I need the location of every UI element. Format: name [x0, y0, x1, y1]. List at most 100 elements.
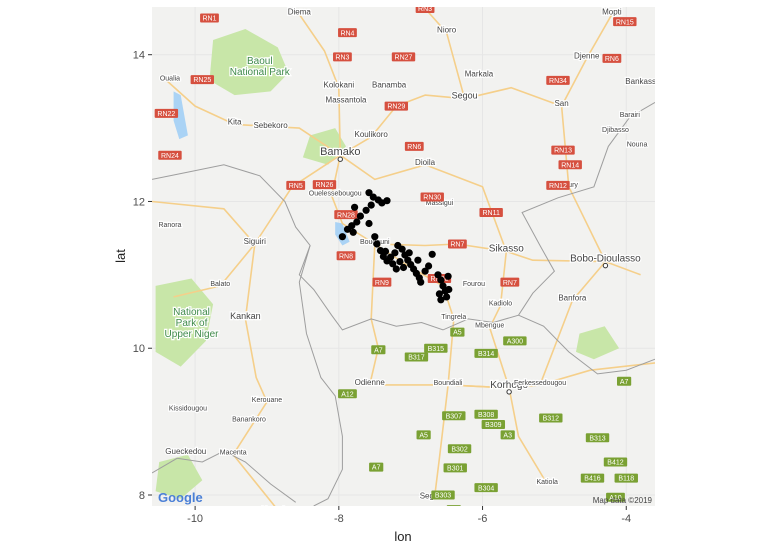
road	[165, 79, 341, 156]
place-label: Koulikoro	[354, 130, 388, 139]
svg-text:RN22: RN22	[157, 111, 175, 118]
place-label: Ferkessedougou	[514, 380, 566, 387]
svg-text:RN6: RN6	[407, 144, 421, 151]
svg-text:A7: A7	[372, 465, 381, 472]
svg-text:B301: B301	[447, 465, 463, 472]
data-point	[443, 293, 451, 301]
svg-text:A5: A5	[419, 432, 428, 439]
svg-text:A7: A7	[374, 347, 383, 354]
y-tick-label: 10	[133, 343, 145, 355]
svg-text:RN13: RN13	[554, 148, 572, 155]
place-label: Massigui	[426, 200, 454, 207]
road-shield: A3	[500, 430, 515, 439]
data-point	[417, 278, 425, 286]
place-label: Kita	[228, 117, 242, 126]
road-shield: RN25	[190, 75, 214, 84]
road-shield: RN27	[391, 52, 416, 62]
svg-text:A8: A8	[450, 507, 459, 514]
data-point	[421, 267, 429, 275]
road-shield: B315	[424, 343, 448, 353]
svg-text:A3: A3	[503, 432, 512, 439]
place-label: Sikasso	[489, 243, 524, 254]
svg-text:RN30: RN30	[423, 195, 441, 202]
place-label: Balato	[210, 281, 230, 288]
place-label: Kissidougou	[169, 406, 207, 413]
road-shield: RN24	[158, 150, 182, 160]
data-point	[381, 247, 390, 255]
svg-text:B304: B304	[478, 485, 494, 492]
place-label: Dioila	[415, 158, 436, 167]
y-tick-label: 12	[133, 196, 145, 208]
place-label: Massantola	[326, 95, 367, 104]
svg-text:B308: B308	[478, 412, 494, 419]
road-shield: RN14	[558, 160, 582, 169]
x-axis-title: lon	[394, 529, 411, 544]
data-point	[396, 258, 404, 266]
place-label: Siguiri	[244, 237, 266, 246]
park-area	[155, 454, 203, 499]
svg-text:RN24: RN24	[161, 153, 179, 160]
data-point	[389, 260, 397, 268]
svg-text:B416: B416	[584, 476, 600, 483]
svg-text:B313: B313	[589, 435, 605, 442]
x-tick-label: -6	[478, 513, 488, 525]
road-shield: RN13	[551, 145, 575, 155]
svg-text:RN25: RN25	[193, 77, 211, 84]
x-tick-label: -4	[621, 513, 631, 525]
y-tick-label: 8	[139, 490, 145, 502]
data-point	[391, 249, 399, 257]
y-axis: 8 10 12 14	[133, 50, 152, 502]
svg-text:A12: A12	[341, 391, 354, 398]
data-point	[343, 225, 352, 233]
road-shield: RN28	[334, 210, 358, 219]
svg-text:A5: A5	[453, 330, 462, 337]
place-label: Segou	[452, 91, 478, 101]
svg-text:RN11: RN11	[482, 210, 499, 217]
road-shield: A5	[416, 430, 431, 439]
svg-text:A7: A7	[620, 379, 629, 386]
road-shield: RN29	[384, 101, 409, 111]
svg-text:RN5: RN5	[289, 183, 303, 190]
svg-text:RN3: RN3	[335, 55, 349, 62]
road-shield: RN11	[479, 207, 503, 217]
svg-text:RN29: RN29	[387, 104, 405, 111]
svg-text:RN1: RN1	[202, 16, 216, 23]
svg-text:B317: B317	[408, 355, 424, 362]
data-point	[383, 197, 391, 205]
place-label: Korhogo	[490, 380, 528, 391]
google-logo: Google	[158, 490, 203, 505]
road-shield: B303	[431, 490, 455, 500]
svg-text:RN14: RN14	[561, 162, 579, 169]
road-shield: RN12	[546, 180, 570, 190]
place-label: Djibasso	[602, 127, 629, 134]
road-shield: RN7	[500, 277, 520, 287]
road-shield: RN4	[338, 28, 357, 37]
country-border	[518, 314, 655, 375]
data-point	[365, 219, 373, 228]
data-point	[428, 250, 436, 258]
road-shield: RN3	[333, 52, 352, 62]
place-label: Odienne	[355, 378, 386, 387]
place-label: Oualia	[160, 75, 180, 82]
data-point	[349, 228, 357, 236]
road-shield: B412	[603, 457, 628, 467]
svg-text:B314: B314	[478, 351, 494, 358]
data-point	[437, 276, 445, 284]
road-shield: A12	[338, 389, 357, 398]
svg-text:RN15: RN15	[616, 19, 634, 26]
road-shield: B118	[614, 473, 638, 483]
parks-layer	[152, 7, 655, 506]
road-shield: RN22	[154, 108, 179, 118]
data-point	[373, 240, 381, 248]
road-shield: RN26	[312, 180, 337, 189]
road	[424, 7, 466, 99]
place-label: Bamako	[320, 146, 360, 158]
y-axis-title: lat	[113, 249, 128, 263]
road-shield: RN3	[415, 7, 435, 13]
x-axis: -10 -8 -6 -4	[187, 506, 631, 525]
road-shield: RN7	[447, 239, 467, 249]
place-label: Kerouane	[252, 397, 282, 404]
place-label: Diema	[288, 7, 312, 16]
data-point	[392, 265, 400, 273]
